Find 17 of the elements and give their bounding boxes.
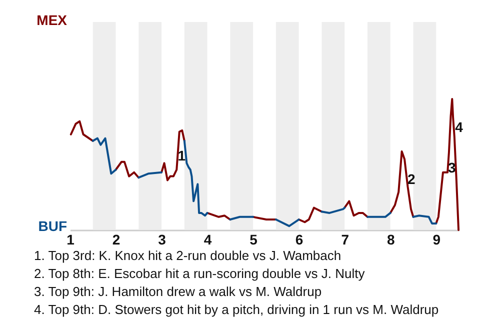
text: 2. Top 8th: E. Escobar hit a run-scoring double vs J. Nulty xyxy=(34,265,366,283)
text: MEX xyxy=(36,12,68,28)
x-tick-label: 3 xyxy=(158,232,166,248)
annotation: 2 xyxy=(408,171,416,188)
x-tick-label: 7 xyxy=(341,232,350,248)
text: 4. Top 9th: D. Stowers got hit by a pitch, driving in 1 run vs M. Waldrup xyxy=(34,301,440,319)
annotation: 4 xyxy=(455,118,464,135)
x-tick-label: 2 xyxy=(112,232,120,248)
x-tick-label: 6 xyxy=(295,232,304,248)
x-tick-label: 9 xyxy=(432,232,441,248)
x-tick-label: 8 xyxy=(386,232,395,248)
x-tick-label: 5 xyxy=(250,232,258,248)
text: 3. Top 9th: J. Hamilton drew a walk vs M. Waldrup xyxy=(34,283,323,301)
text: BUF xyxy=(38,218,68,234)
x-tick-label: 1 xyxy=(66,232,75,248)
text: 1. Top 3rd: K. Knox hit a 2-run double vs J. Wambach xyxy=(34,247,342,265)
x-tick-label: 4 xyxy=(204,232,212,248)
